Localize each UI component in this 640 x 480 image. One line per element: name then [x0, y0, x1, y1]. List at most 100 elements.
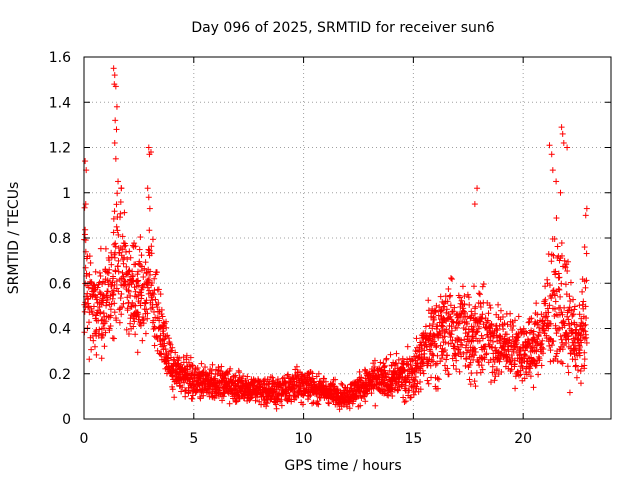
data-point: [110, 65, 117, 72]
data-point: [100, 325, 107, 332]
data-point: [583, 250, 590, 257]
data-point: [132, 261, 139, 268]
data-point: [112, 155, 119, 162]
data-point: [167, 341, 174, 348]
data-point: [110, 229, 117, 236]
data-point: [174, 360, 181, 367]
data-point: [159, 328, 166, 335]
data-point: [189, 362, 196, 369]
data-point: [197, 395, 204, 402]
data-point: [165, 357, 172, 364]
data-point: [548, 342, 555, 349]
data-point: [227, 365, 234, 372]
data-point: [244, 373, 251, 380]
data-point: [172, 349, 179, 356]
data-point: [108, 261, 115, 268]
data-point: [153, 269, 160, 276]
data-point: [553, 178, 560, 185]
data-point: [209, 361, 216, 368]
data-point: [107, 312, 114, 319]
data-point: [124, 294, 131, 301]
data-point: [547, 347, 554, 354]
data-point: [583, 205, 590, 212]
data-point: [125, 331, 132, 338]
data-point: [576, 302, 583, 309]
data-point: [577, 380, 584, 387]
data-point: [509, 327, 516, 334]
data-point: [118, 185, 125, 192]
data-point: [535, 333, 542, 340]
data-point: [140, 274, 147, 281]
data-point: [362, 398, 369, 405]
data-point: [456, 368, 463, 375]
data-point: [565, 369, 572, 376]
data-point: [466, 301, 473, 308]
data-point: [557, 293, 564, 300]
data-point: [142, 259, 149, 266]
data-point: [93, 312, 100, 319]
data-point: [550, 287, 557, 294]
data-point: [113, 223, 120, 230]
data-point: [127, 320, 134, 327]
data-point: [477, 291, 484, 298]
data-point: [120, 260, 127, 267]
data-point: [141, 265, 148, 272]
data-point: [478, 332, 485, 339]
data-point: [117, 198, 124, 205]
data-point: [86, 356, 93, 363]
data-point: [163, 324, 170, 331]
data-point: [140, 320, 147, 327]
data-point: [132, 243, 139, 250]
data-point: [535, 371, 542, 378]
data-point: [145, 194, 152, 201]
data-point: [212, 377, 219, 384]
data-point: [459, 283, 466, 290]
data-point: [134, 278, 141, 285]
data-point: [515, 313, 522, 320]
data-point: [144, 315, 151, 322]
data-point: [135, 277, 142, 284]
data-point: [158, 350, 165, 357]
data-point: [99, 332, 106, 339]
data-point: [566, 389, 573, 396]
data-point: [538, 362, 545, 369]
y-tick-label: 0: [62, 412, 71, 428]
data-point: [383, 355, 390, 362]
data-point: [476, 290, 483, 297]
data-point: [136, 246, 143, 253]
data-point: [417, 378, 424, 385]
data-point: [86, 319, 93, 326]
data-point: [90, 281, 97, 288]
data-point: [126, 248, 133, 255]
y-tick-label: 0.6: [49, 276, 71, 292]
data-point: [113, 201, 120, 208]
data-point: [570, 296, 577, 303]
data-point: [90, 303, 97, 310]
data-point: [163, 318, 170, 325]
data-point: [447, 292, 454, 299]
data-point: [121, 254, 128, 261]
data-point: [139, 337, 146, 344]
data-point: [221, 389, 228, 396]
data-point: [132, 288, 139, 295]
data-point: [487, 304, 494, 311]
data-point: [264, 400, 271, 407]
data-point: [182, 393, 189, 400]
data-point: [115, 288, 122, 295]
data-point: [108, 283, 115, 290]
data-point: [535, 353, 542, 360]
data-point: [111, 139, 118, 146]
data-point: [112, 243, 119, 250]
data-point: [104, 296, 111, 303]
data-point: [135, 291, 142, 298]
data-point: [573, 374, 580, 381]
data-point: [149, 279, 156, 286]
data-point: [113, 278, 120, 285]
data-point: [100, 297, 107, 304]
x-tick-label: 20: [514, 431, 532, 447]
data-point: [252, 397, 259, 404]
data-point: [480, 281, 487, 288]
data-point: [526, 315, 533, 322]
data-point: [121, 243, 128, 250]
data-point: [187, 354, 194, 361]
